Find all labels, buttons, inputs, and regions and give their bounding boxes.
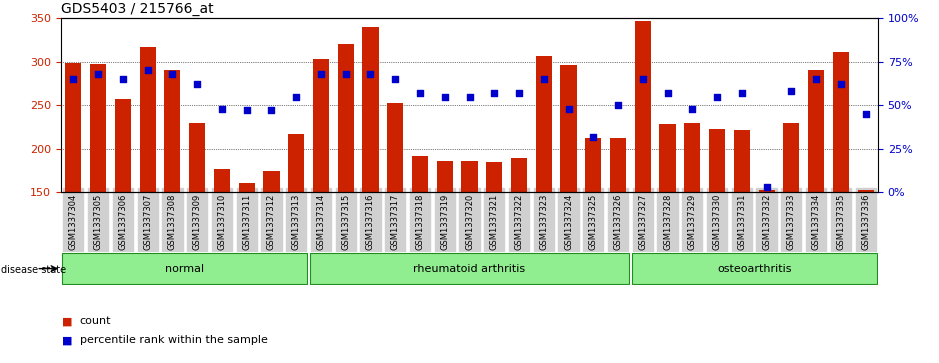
- Bar: [164, 70, 180, 192]
- Bar: [536, 56, 552, 192]
- Point: [536, 76, 551, 82]
- Point: [140, 68, 155, 73]
- Point: [610, 102, 625, 108]
- Bar: [833, 52, 849, 192]
- Bar: [239, 183, 254, 192]
- Bar: [362, 27, 378, 192]
- Bar: [857, 190, 873, 192]
- Bar: [264, 171, 280, 192]
- Text: GDS5403 / 215766_at: GDS5403 / 215766_at: [61, 2, 214, 16]
- Point: [338, 71, 353, 77]
- Bar: [90, 64, 106, 192]
- Point: [486, 90, 501, 96]
- Text: count: count: [80, 316, 112, 326]
- Bar: [461, 161, 478, 192]
- Point: [462, 94, 477, 99]
- Point: [214, 106, 229, 112]
- Bar: [338, 44, 354, 192]
- Point: [165, 71, 180, 77]
- Bar: [66, 64, 82, 192]
- Bar: [189, 123, 206, 192]
- Bar: [115, 99, 131, 192]
- Point: [858, 111, 873, 117]
- Bar: [808, 70, 824, 192]
- Bar: [635, 21, 651, 192]
- Text: disease state: disease state: [1, 265, 66, 276]
- Bar: [709, 129, 725, 192]
- Text: ■: ■: [62, 316, 72, 326]
- Text: rheumatoid arthritis: rheumatoid arthritis: [413, 264, 526, 274]
- Point: [412, 90, 427, 96]
- Point: [561, 106, 576, 112]
- Bar: [486, 162, 502, 192]
- Text: osteoarthritis: osteoarthritis: [717, 264, 792, 274]
- Text: percentile rank within the sample: percentile rank within the sample: [80, 335, 268, 346]
- Bar: [783, 123, 799, 192]
- Point: [66, 76, 81, 82]
- Point: [685, 106, 700, 112]
- Point: [438, 94, 453, 99]
- Bar: [659, 125, 675, 192]
- Point: [710, 94, 725, 99]
- Bar: [214, 169, 230, 192]
- Bar: [632, 253, 877, 284]
- Bar: [62, 253, 307, 284]
- Bar: [313, 59, 329, 192]
- Point: [660, 90, 675, 96]
- Point: [288, 94, 303, 99]
- Point: [734, 90, 749, 96]
- Bar: [759, 190, 775, 192]
- Point: [759, 184, 774, 190]
- Point: [808, 76, 824, 82]
- Point: [314, 71, 329, 77]
- Bar: [561, 65, 577, 192]
- Bar: [585, 138, 601, 192]
- Bar: [387, 103, 403, 192]
- Bar: [288, 134, 304, 192]
- Point: [190, 81, 205, 87]
- Bar: [140, 47, 156, 192]
- Point: [784, 89, 799, 94]
- Point: [388, 76, 403, 82]
- Point: [115, 76, 131, 82]
- Text: normal: normal: [165, 264, 205, 274]
- Point: [586, 134, 601, 139]
- Bar: [437, 161, 453, 192]
- Bar: [511, 158, 527, 192]
- Point: [363, 71, 378, 77]
- Point: [636, 76, 651, 82]
- Point: [264, 107, 279, 113]
- Point: [512, 90, 527, 96]
- Bar: [310, 253, 629, 284]
- Bar: [685, 123, 700, 192]
- Bar: [733, 130, 750, 192]
- Point: [91, 71, 106, 77]
- Point: [239, 107, 254, 113]
- Bar: [610, 138, 626, 192]
- Point: [833, 81, 848, 87]
- Text: ■: ■: [62, 335, 72, 346]
- Bar: [412, 156, 428, 192]
